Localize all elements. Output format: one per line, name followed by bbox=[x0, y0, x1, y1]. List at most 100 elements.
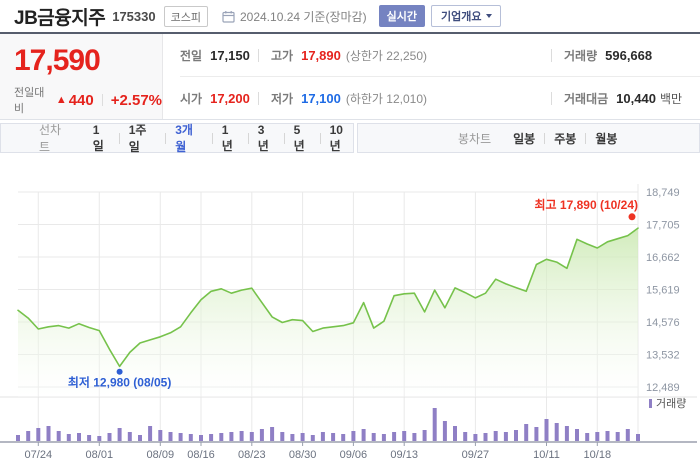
stock-code: 175330 bbox=[112, 8, 156, 24]
volume-bar bbox=[77, 433, 81, 441]
trade-value: 10,440 bbox=[616, 90, 656, 106]
low-value: 17,100 bbox=[301, 90, 341, 106]
low-annotation-dot bbox=[116, 368, 123, 375]
volume-bar bbox=[432, 408, 437, 441]
prev-close-value: 17,150 bbox=[210, 47, 250, 63]
trade-value-unit: 백만 bbox=[659, 91, 683, 106]
realtime-button[interactable]: 실시간 bbox=[378, 5, 425, 27]
volume-bar bbox=[280, 432, 285, 441]
volume-bar bbox=[412, 433, 417, 441]
change-value: 440 bbox=[68, 91, 94, 109]
volume-bar bbox=[158, 430, 163, 441]
period-tab-6[interactable]: 5년 bbox=[293, 122, 305, 153]
volume-legend-icon bbox=[649, 399, 652, 408]
volume-bar bbox=[229, 432, 234, 441]
volume-label: 거래량 bbox=[564, 48, 598, 63]
volume-bar bbox=[351, 431, 356, 441]
y-axis-label: 12,489 bbox=[646, 382, 680, 394]
x-axis-label: 10/18 bbox=[584, 449, 612, 461]
volume-bar bbox=[26, 431, 31, 441]
volume-bar bbox=[300, 433, 305, 441]
candle-tab-1[interactable]: 일봉 bbox=[513, 131, 536, 146]
trade-value-label: 거래대금 bbox=[564, 91, 609, 106]
volume-bar bbox=[97, 436, 102, 441]
volume-bar bbox=[66, 434, 71, 441]
prev-close-label: 전일 bbox=[180, 48, 203, 63]
volume-bar bbox=[514, 430, 518, 441]
company-overview-button[interactable]: 기업개요 bbox=[430, 5, 502, 27]
volume-bar bbox=[381, 434, 386, 441]
open-label: 시가 bbox=[180, 91, 203, 106]
trade-value-cell: 거래대금 10,440 백만 bbox=[564, 90, 700, 107]
volume-bar bbox=[524, 424, 529, 441]
divider bbox=[118, 132, 120, 144]
volume-bar bbox=[310, 435, 315, 441]
open-cell: 시가 17,200 bbox=[180, 90, 258, 107]
candle-tab-2[interactable]: 주봉 bbox=[554, 131, 577, 146]
x-axis-label: 08/01 bbox=[86, 449, 114, 461]
volume-bar bbox=[463, 432, 468, 441]
volume-bar bbox=[87, 435, 92, 441]
x-axis-label: 08/16 bbox=[187, 449, 215, 461]
y-axis-label: 18,749 bbox=[646, 187, 680, 199]
candle-tab-3[interactable]: 월봉 bbox=[595, 131, 618, 146]
volume-bar bbox=[564, 426, 569, 441]
period-tab-4[interactable]: 1년 bbox=[221, 122, 233, 153]
volume-bar bbox=[585, 433, 590, 441]
period-tab-3[interactable]: 3개월 bbox=[175, 123, 193, 154]
volume-bar bbox=[127, 432, 132, 441]
current-price-panel: 17,590 전일대비 ▲ 440 +2.57% bbox=[0, 34, 163, 119]
volume-bar bbox=[361, 429, 366, 441]
current-price: 17,590 bbox=[14, 44, 101, 77]
x-axis-label: 09/13 bbox=[390, 449, 418, 461]
volume-bar bbox=[453, 426, 457, 441]
period-tab-7[interactable]: 10년 bbox=[329, 122, 343, 153]
volume-bar bbox=[503, 432, 508, 441]
volume-bar bbox=[270, 427, 275, 441]
volume-bar bbox=[259, 429, 264, 441]
high-cell: 고가 17,890 (상한가 22,250) bbox=[271, 47, 551, 64]
volume-bar bbox=[178, 433, 183, 441]
volume-bar bbox=[544, 419, 549, 441]
candle-chart-tabbar: 봉차트 일봉 주봉 월봉 bbox=[357, 123, 700, 153]
divider bbox=[101, 94, 103, 106]
volume-bar bbox=[341, 434, 346, 441]
price-summary: 17,590 전일대비 ▲ 440 +2.57% 전일 17,150 고가 17… bbox=[0, 34, 700, 120]
volume-bar bbox=[422, 430, 427, 441]
volume-bar bbox=[239, 431, 244, 441]
low-cell: 저가 17,100 (하한가 12,010) bbox=[271, 90, 551, 107]
volume-bar bbox=[320, 432, 325, 441]
change-percent: +2.57% bbox=[110, 91, 162, 109]
period-tab-5[interactable]: 3년 bbox=[257, 122, 269, 153]
divider bbox=[283, 132, 285, 144]
volume-bar bbox=[219, 433, 224, 441]
volume-bar bbox=[188, 434, 193, 441]
calendar-icon bbox=[222, 10, 235, 23]
x-axis-label: 07/24 bbox=[25, 449, 53, 461]
price-line bbox=[17, 227, 639, 368]
volume-bar bbox=[636, 434, 640, 441]
lower-limit: (하한가 12,010) bbox=[345, 91, 428, 106]
volume-bar bbox=[534, 427, 539, 441]
stock-name: JB금융지주 bbox=[14, 7, 106, 29]
candle-chart-label: 봉차트 bbox=[458, 131, 492, 146]
period-tab-1[interactable]: 1일 bbox=[92, 122, 104, 153]
high-label: 고가 bbox=[271, 48, 294, 63]
high-value: 17,890 bbox=[301, 47, 341, 63]
volume-bar bbox=[473, 434, 478, 441]
x-axis-label: 09/06 bbox=[340, 449, 368, 461]
price-area-fill bbox=[18, 228, 638, 397]
open-value: 17,200 bbox=[210, 90, 250, 106]
volume-bar bbox=[209, 434, 214, 441]
volume-bar bbox=[605, 431, 610, 441]
divider bbox=[247, 132, 249, 144]
volume-bar bbox=[493, 431, 498, 441]
x-axis-label: 08/09 bbox=[147, 449, 175, 461]
period-tab-2[interactable]: 1주일 bbox=[128, 123, 147, 154]
volume-bar bbox=[148, 426, 153, 441]
volume-bar bbox=[402, 431, 407, 441]
volume-bar bbox=[16, 435, 20, 441]
volume-bar bbox=[371, 433, 376, 441]
quote-table: 전일 17,150 고가 17,890 (상한가 22,250) 거래량 596… bbox=[163, 34, 700, 119]
